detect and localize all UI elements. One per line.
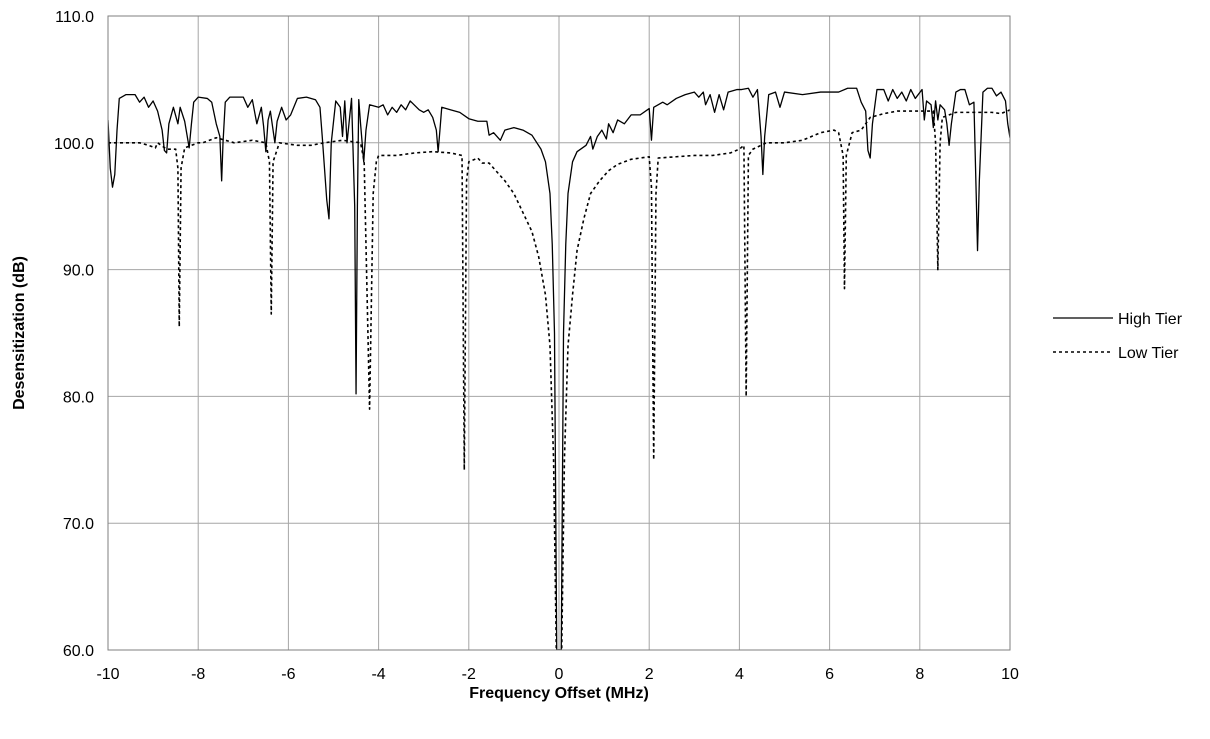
x-tick-label: -10 [96, 666, 119, 683]
x-tick-label: -6 [281, 666, 295, 683]
x-tick-label: -8 [191, 666, 205, 683]
x-tick-label: 0 [555, 666, 564, 683]
y-tick-label: 90.0 [63, 263, 94, 280]
legend-label: High Tier [1118, 311, 1183, 328]
x-tick-label: 6 [825, 666, 834, 683]
x-tick-label: -2 [462, 666, 476, 683]
x-axis-title: Frequency Offset (MHz) [469, 685, 649, 702]
y-axis-title: Desensitization (dB) [11, 256, 28, 410]
y-tick-labels: 60.0 70.0 80.0 90.0 100.0 110.0 [54, 9, 94, 660]
x-tick-label: -4 [371, 666, 385, 683]
y-tick-label: 60.0 [63, 643, 94, 660]
x-tick-labels: -10 -8 -6 -4 -2 0 2 4 6 8 10 [96, 666, 1019, 683]
y-tick-label: 80.0 [63, 389, 94, 406]
y-tick-label: 70.0 [63, 516, 94, 533]
series-line-high-tier [108, 87, 1010, 650]
plot-frame [107, 15, 1011, 651]
series-line-low-tier [108, 109, 1010, 650]
legend: High Tier Low Tier [1053, 311, 1183, 362]
x-tick-label: 8 [915, 666, 924, 683]
legend-label: Low Tier [1118, 345, 1179, 362]
x-tick-label: 4 [735, 666, 744, 683]
x-tick-label: 10 [1001, 666, 1019, 683]
y-tick-label: 110.0 [55, 9, 94, 26]
x-tick-label: 2 [645, 666, 654, 683]
series-layer [108, 87, 1010, 650]
y-tick-label: 100.0 [54, 136, 94, 153]
